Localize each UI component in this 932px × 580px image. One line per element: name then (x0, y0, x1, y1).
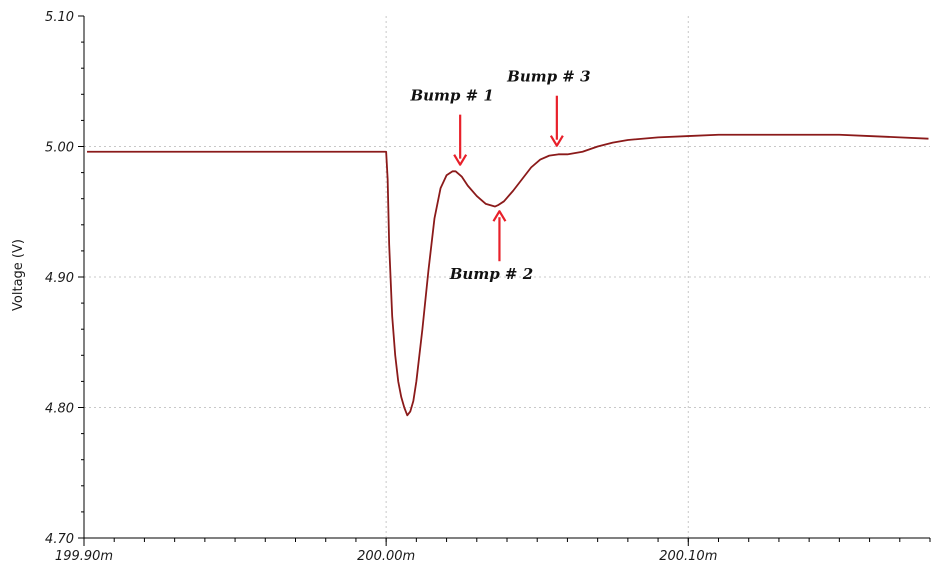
axis-ticks (78, 15, 931, 546)
annotation-label: Bump # 2 (449, 265, 533, 283)
y-tick-label: 4.80 (45, 402, 74, 417)
annotation-bump-2: Bump # 2 (449, 210, 533, 283)
annotation-bump-3: Bump # 3 (506, 68, 591, 147)
y-tick-label: 5.10 (45, 10, 74, 25)
y-tick-label: 5.00 (45, 141, 74, 156)
tick-labels: 4.70 4.80 4.90 5.00 5.10 199.90m 200.00m 200.10… (45, 10, 717, 564)
annotations: Bump # 1 Bump # 2 Bump # 3 (409, 68, 590, 284)
x-tick-label: 200.10m (659, 549, 717, 564)
grid-lines (84, 16, 930, 538)
voltage-series-line (87, 133, 929, 417)
x-tick-label: 200.00m (357, 549, 415, 564)
annotation-arrow-head (492, 210, 507, 222)
series-group (87, 133, 929, 417)
x-tick-label: 199.90m (55, 549, 113, 564)
annotation-label: Bump # 3 (506, 68, 590, 86)
annotation-arrow-head (549, 135, 564, 147)
annotation-bump-1: Bump # 1 (409, 87, 494, 166)
y-tick-label: 4.90 (45, 271, 74, 286)
annotation-label: Bump # 1 (409, 87, 493, 105)
y-tick-label: 4.70 (45, 532, 74, 547)
y-axis-title: Voltage (V) (11, 239, 26, 311)
annotation-arrow-head (453, 154, 468, 166)
